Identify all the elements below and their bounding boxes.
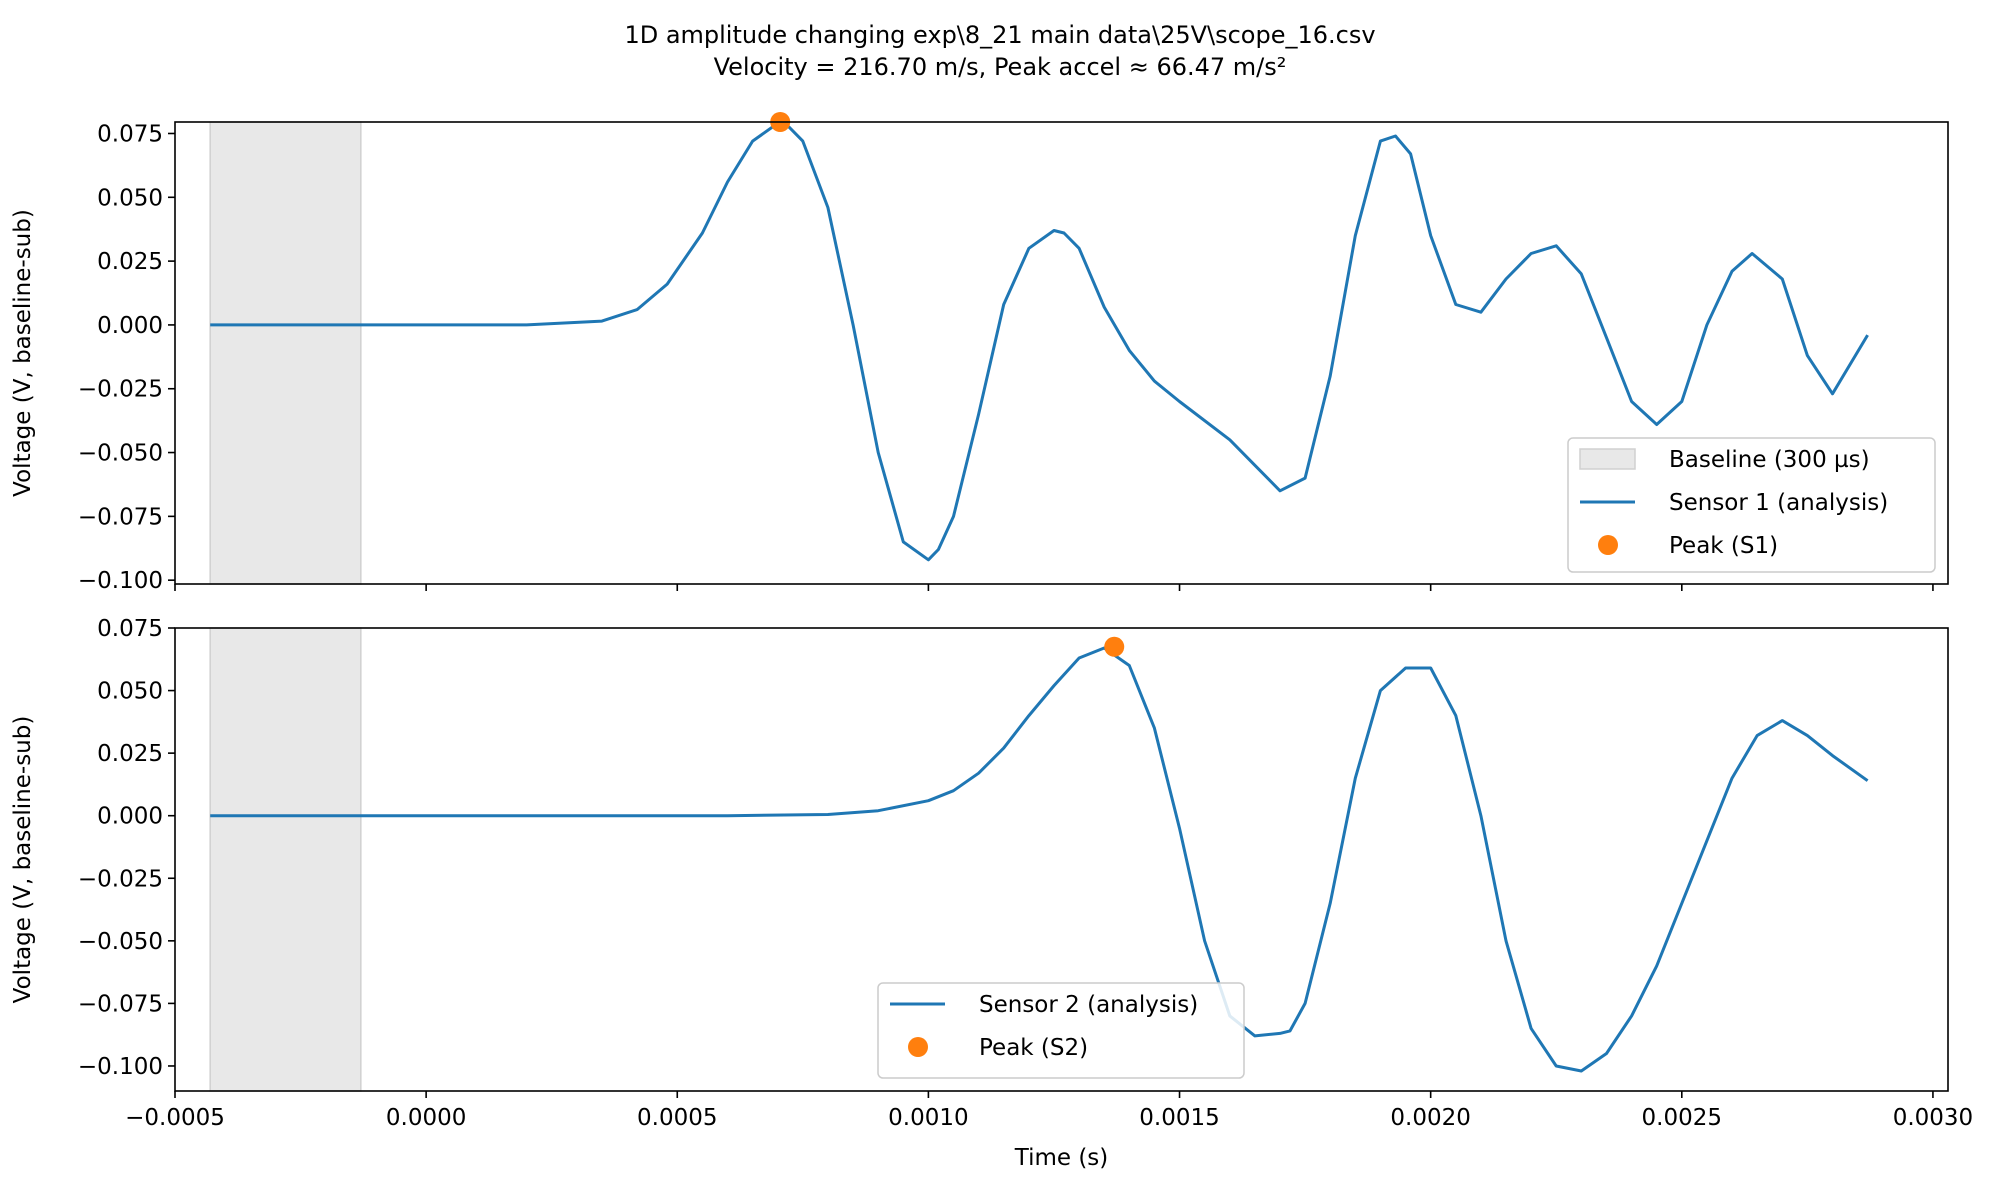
y-tick-label: −0.025 <box>78 377 163 403</box>
x-tick-label: 0.0005 <box>637 1105 717 1131</box>
figure-title: 1D amplitude changing exp\8_21 main data… <box>624 21 1375 49</box>
series-line <box>210 646 1869 1073</box>
y-tick-label: −0.025 <box>78 866 163 892</box>
baseline-span <box>209 121 362 585</box>
y-tick-label: −0.075 <box>78 504 163 530</box>
x-tick-label: 0.0030 <box>1893 1105 1973 1131</box>
legend-label: Peak (S2) <box>979 1035 1088 1061</box>
x-tick-label: 0.0025 <box>1642 1105 1722 1131</box>
legend-label: Sensor 2 (analysis) <box>979 992 1198 1018</box>
figure-subtitle: Velocity = 216.70 m/s, Peak accel ≈ 66.4… <box>714 53 1287 81</box>
legend: Baseline (300 µs) Sensor 1 (analysis) Peak… <box>1567 437 1936 573</box>
y-tick-label: 0.050 <box>97 185 163 211</box>
y-tick-label: 0.000 <box>97 804 163 830</box>
y-axis-label: Voltage (V, baseline-sub) <box>10 716 36 1004</box>
axes-frame <box>174 627 1949 1092</box>
legend-swatch-marker <box>1598 535 1618 555</box>
legend-label: Sensor 1 (analysis) <box>1669 490 1888 516</box>
y-axis-label: Voltage (V, baseline-sub) <box>10 209 36 497</box>
y-tick-label: −0.075 <box>78 991 163 1017</box>
y-tick-label: 0.000 <box>97 313 163 339</box>
series-line <box>210 121 1869 562</box>
legend-swatch-marker <box>908 1037 928 1057</box>
peak-marker <box>1104 636 1125 657</box>
x-axis-label: Time (s) <box>1014 1145 1109 1171</box>
y-tick-label: 0.075 <box>97 121 163 147</box>
y-tick-label: 0.025 <box>97 741 163 767</box>
legend-swatch-baseline <box>1579 448 1636 470</box>
x-tick-label: 0.0015 <box>1139 1105 1219 1131</box>
legend-label: Peak (S1) <box>1669 533 1778 559</box>
y-tick-label: 0.050 <box>97 679 163 705</box>
x-tick-label: −0.0005 <box>125 1105 225 1131</box>
top-panel: 0.075 0.050 0.025 0.000 −0.025 −0.050 −0.075 −0… <box>10 112 1949 594</box>
x-tick-label: 0.0000 <box>386 1105 466 1131</box>
baseline-span <box>209 627 362 1092</box>
y-tick-label: −0.100 <box>78 1054 163 1080</box>
y-tick-label: −0.050 <box>78 929 163 955</box>
y-tick-label: −0.050 <box>78 441 163 467</box>
x-tick-label: 0.0010 <box>888 1105 968 1131</box>
legend-box <box>877 982 1245 1079</box>
bottom-panel: 0.075 0.050 0.025 0.000 −0.025 −0.050 −0.075 −0… <box>10 616 1973 1171</box>
y-tick-label: 0.025 <box>97 249 163 275</box>
legend: Sensor 2 (analysis) Peak (S2) <box>877 982 1245 1079</box>
y-tick-label: −0.100 <box>78 568 163 594</box>
axes-frame <box>174 121 1949 585</box>
x-tick-label: 0.0020 <box>1390 1105 1470 1131</box>
y-tick-label: 0.075 <box>97 616 163 642</box>
legend-box <box>1567 437 1936 573</box>
legend-label: Baseline (300 µs) <box>1669 447 1870 473</box>
